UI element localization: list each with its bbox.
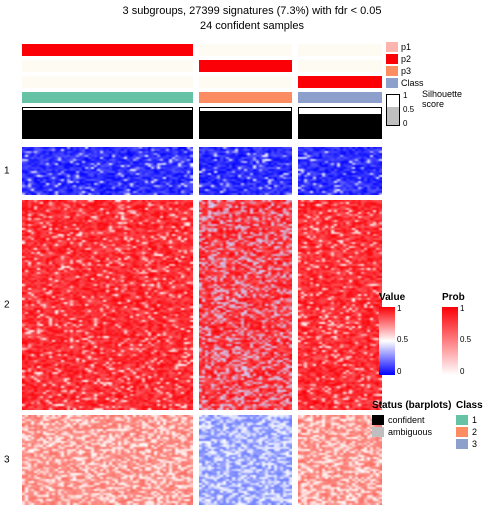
silhouette-scale: 1 0.5 0 bbox=[386, 94, 400, 126]
prob-tick-0: 0 bbox=[460, 367, 464, 376]
status-swatch bbox=[372, 415, 384, 425]
value-tick-05: 0.5 bbox=[397, 335, 408, 344]
anno-p1-seg bbox=[298, 44, 382, 56]
prob-legend-title: Prob bbox=[442, 292, 492, 303]
row-label-1: 1 bbox=[4, 166, 10, 177]
class-item: 1 bbox=[456, 415, 492, 425]
p3-legend: p3 bbox=[386, 66, 496, 76]
p2-swatch bbox=[386, 54, 398, 64]
class-item: 2 bbox=[456, 427, 492, 437]
value-tick-0: 0 bbox=[397, 367, 401, 376]
heatmap-row-2 bbox=[22, 200, 382, 410]
anno-p3-seg bbox=[298, 76, 382, 88]
title-line-2: 24 confident samples bbox=[0, 19, 504, 34]
class-swatch bbox=[456, 415, 468, 425]
class-item: 3 bbox=[456, 439, 492, 449]
p1-legend: p1 bbox=[386, 42, 496, 52]
heatmap-cell bbox=[199, 200, 293, 410]
title-line-1: 3 subgroups, 27399 signatures (7.3%) wit… bbox=[0, 4, 504, 19]
class-legend: Class 1 2 3 bbox=[456, 400, 492, 451]
heatmap-cell bbox=[22, 147, 193, 195]
anno-p1-seg bbox=[22, 44, 193, 56]
anno-p2-seg bbox=[199, 60, 293, 72]
anno-p2-seg bbox=[298, 60, 382, 72]
heatmap-cell bbox=[22, 415, 193, 505]
p3-swatch bbox=[386, 66, 398, 76]
p2-label: p2 bbox=[401, 54, 411, 64]
row-label-3: 3 bbox=[4, 455, 10, 466]
sil-tick-05: 0.5 bbox=[403, 105, 414, 114]
anno-class-seg bbox=[199, 92, 293, 103]
class-swatch-top bbox=[386, 78, 398, 88]
heatmap-area bbox=[22, 44, 382, 494]
anno-class-seg bbox=[298, 92, 382, 103]
prob-gradient: 1 0.5 0 bbox=[442, 307, 458, 375]
class-label: 1 bbox=[472, 415, 477, 425]
status-items: confident ambiguous bbox=[372, 415, 462, 437]
status-legend-title: Status (barplots) bbox=[372, 400, 462, 411]
annotation-legend: p1 p2 p3 Class 1 0.5 0 Silhouette score bbox=[386, 42, 496, 132]
anno-silhouette bbox=[22, 107, 382, 139]
heatmap-row-1 bbox=[22, 147, 382, 195]
anno-p1 bbox=[22, 44, 382, 56]
title-block: 3 subgroups, 27399 signatures (7.3%) wit… bbox=[0, 0, 504, 34]
heatmap-body bbox=[22, 147, 382, 505]
status-legend: Status (barplots) confident ambiguous bbox=[372, 400, 462, 439]
anno-p1-seg bbox=[199, 44, 293, 56]
anno-class bbox=[22, 92, 382, 103]
value-tick-1: 1 bbox=[397, 304, 401, 313]
anno-p3 bbox=[22, 76, 382, 88]
class-legend-top: Class bbox=[386, 78, 496, 88]
anno-silhouette-seg bbox=[199, 107, 293, 139]
class-legend-title: Class bbox=[456, 400, 492, 411]
class-label: 3 bbox=[472, 439, 477, 449]
anno-class-seg bbox=[22, 92, 193, 103]
p2-legend: p2 bbox=[386, 54, 496, 64]
class-swatch bbox=[456, 439, 468, 449]
silhouette-legend: 1 0.5 0 Silhouette score bbox=[386, 90, 496, 132]
row-label-2: 2 bbox=[4, 300, 10, 311]
status-item: confident bbox=[372, 415, 462, 425]
silhouette-text: Silhouette score bbox=[422, 90, 462, 110]
p1-swatch bbox=[386, 42, 398, 52]
status-label: confident bbox=[388, 415, 425, 425]
heatmap-cell bbox=[199, 147, 293, 195]
class-swatch bbox=[456, 427, 468, 437]
figure-root: 3 subgroups, 27399 signatures (7.3%) wit… bbox=[0, 0, 504, 504]
sil-tick-1: 1 bbox=[403, 91, 407, 100]
heatmap-cell bbox=[298, 415, 382, 505]
p1-label: p1 bbox=[401, 42, 411, 52]
class-label: 2 bbox=[472, 427, 477, 437]
status-label: ambiguous bbox=[388, 427, 432, 437]
class-label-top: Class bbox=[401, 78, 424, 88]
prob-tick-1: 1 bbox=[460, 304, 464, 313]
annotation-tracks bbox=[22, 44, 382, 147]
value-legend-title: Value bbox=[379, 292, 429, 303]
status-swatch bbox=[372, 427, 384, 437]
prob-tick-05: 0.5 bbox=[460, 335, 471, 344]
anno-silhouette-seg bbox=[22, 107, 193, 139]
heatmap-cell bbox=[298, 200, 382, 410]
score-word: score bbox=[422, 100, 462, 110]
class-items: 1 2 3 bbox=[456, 415, 492, 449]
heatmap-row-3 bbox=[22, 415, 382, 505]
heatmap-cell bbox=[22, 200, 193, 410]
p3-label: p3 bbox=[401, 66, 411, 76]
anno-p3-seg bbox=[22, 76, 193, 88]
status-item: ambiguous bbox=[372, 427, 462, 437]
anno-p2-seg bbox=[22, 60, 193, 72]
anno-silhouette-seg bbox=[298, 107, 382, 139]
sil-tick-0: 0 bbox=[403, 119, 407, 128]
prob-legend: Prob 1 0.5 0 bbox=[442, 292, 492, 375]
heatmap-cell bbox=[298, 147, 382, 195]
anno-p3-seg bbox=[199, 76, 293, 88]
heatmap-cell bbox=[199, 415, 293, 505]
value-legend: Value 1 0.5 0 bbox=[379, 292, 429, 375]
value-gradient: 1 0.5 0 bbox=[379, 307, 395, 375]
anno-p2 bbox=[22, 60, 382, 72]
